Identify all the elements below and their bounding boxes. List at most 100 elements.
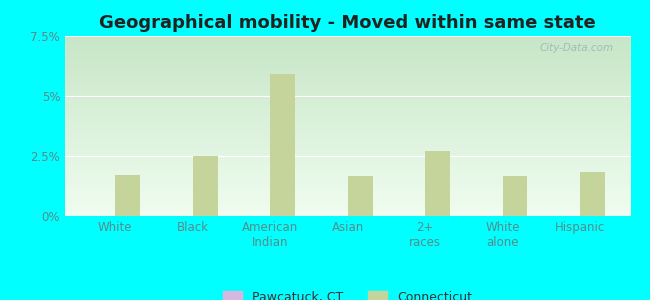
Bar (65, 79, 630, 80)
Bar (65, 166, 630, 167)
Bar (65, 48, 630, 49)
Bar (65, 95, 630, 96)
Bar (65, 100, 630, 101)
Bar (65, 203, 630, 204)
Bar (65, 75, 630, 76)
Bar (65, 111, 630, 112)
Bar (65, 200, 630, 201)
Bar (65, 117, 630, 118)
Bar (65, 106, 630, 107)
Bar (65, 155, 630, 156)
Bar (502, 176, 527, 216)
Bar (65, 154, 630, 155)
Bar (65, 44, 630, 45)
Bar (65, 124, 630, 125)
Bar (65, 37, 630, 38)
Bar (65, 73, 630, 74)
Bar (65, 174, 630, 175)
Bar (65, 183, 630, 184)
Bar (65, 204, 630, 205)
Bar (65, 146, 630, 147)
Bar (65, 85, 630, 86)
Bar (65, 201, 630, 202)
Bar (65, 212, 630, 213)
Bar (65, 215, 630, 216)
Bar (65, 199, 630, 200)
Bar (65, 60, 630, 61)
Bar (65, 105, 630, 106)
Bar (65, 40, 630, 41)
Bar (65, 70, 630, 71)
Bar (65, 192, 630, 193)
Bar (65, 169, 630, 170)
Bar (65, 140, 630, 141)
Bar (65, 74, 630, 75)
Bar (65, 51, 630, 52)
Bar (65, 69, 630, 70)
Bar (65, 88, 630, 89)
Bar (65, 189, 630, 190)
Bar (425, 151, 450, 216)
Bar (65, 46, 630, 47)
Bar (65, 58, 630, 59)
Bar (65, 172, 630, 173)
Bar (65, 99, 630, 100)
Bar (65, 133, 630, 134)
Bar (65, 45, 630, 46)
Bar (65, 175, 630, 176)
Bar (65, 162, 630, 163)
Bar (65, 179, 630, 180)
Bar (65, 144, 630, 145)
Bar (65, 114, 630, 115)
Bar (65, 213, 630, 214)
Bar (65, 181, 630, 182)
Bar (65, 98, 630, 99)
Bar (65, 96, 630, 97)
Bar (65, 87, 630, 88)
Bar (65, 194, 630, 195)
Bar (65, 202, 630, 203)
Bar (65, 120, 630, 121)
Bar (65, 86, 630, 87)
Bar (65, 101, 630, 102)
Bar (65, 109, 630, 110)
Bar (65, 211, 630, 212)
Bar (65, 126, 630, 127)
Bar (65, 143, 630, 144)
Bar (65, 113, 630, 114)
Bar (65, 136, 630, 137)
Bar (65, 92, 630, 93)
Bar (65, 135, 630, 136)
Bar (65, 65, 630, 66)
Bar (65, 214, 630, 215)
Bar (65, 205, 630, 206)
Bar (65, 209, 630, 210)
Bar (65, 149, 630, 150)
Bar (65, 142, 630, 143)
Bar (65, 47, 630, 48)
Bar (65, 39, 630, 40)
Bar (65, 112, 630, 113)
Bar (65, 141, 630, 142)
Bar (65, 91, 630, 92)
Bar (65, 184, 630, 185)
Bar (65, 89, 630, 90)
Bar (65, 190, 630, 191)
Bar (65, 196, 630, 197)
Bar (65, 56, 630, 57)
Bar (65, 168, 630, 169)
Bar (65, 72, 630, 73)
Bar (65, 130, 630, 131)
Bar (65, 54, 630, 55)
Bar (65, 62, 630, 63)
Bar (65, 167, 630, 168)
Bar (65, 82, 630, 83)
Bar (65, 185, 630, 186)
Bar (65, 121, 630, 122)
Bar (65, 59, 630, 60)
Bar (270, 74, 295, 216)
Bar (65, 210, 630, 211)
Bar (65, 115, 630, 116)
Bar (65, 195, 630, 196)
Bar (65, 177, 630, 178)
